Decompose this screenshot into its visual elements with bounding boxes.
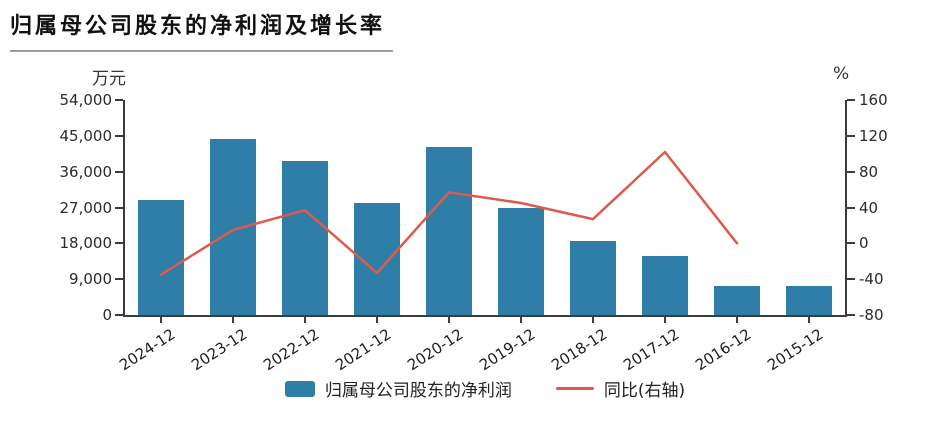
- bar-2021-12: [354, 203, 400, 315]
- x-label-2016-12: 2016-12: [692, 325, 755, 375]
- right-axis-unit-label: %: [833, 64, 850, 84]
- x-tick-mark: [808, 317, 810, 323]
- left-y-axis-line: [123, 100, 125, 317]
- y-tick-mark-left: [115, 134, 123, 137]
- x-tick-mark: [592, 317, 594, 323]
- x-tick-mark: [736, 317, 738, 323]
- y-tick-label-left: 18,000: [59, 234, 113, 253]
- bar-2015-12: [786, 286, 832, 315]
- x-label-2019-12: 2019-12: [476, 325, 539, 375]
- y-tick-mark-right: [847, 278, 855, 281]
- y-tick-label-right: 120: [859, 126, 888, 145]
- bar-2017-12: [642, 256, 688, 315]
- y-tick-label-left: 27,000: [59, 198, 113, 217]
- bar-series-swatch: [284, 380, 315, 397]
- y-tick-label-left: 45,000: [59, 126, 113, 145]
- y-tick-mark-left: [115, 278, 123, 281]
- legend-label-yoy: 同比(右轴): [603, 381, 686, 401]
- y-tick-mark-left: [115, 170, 123, 173]
- x-label-2015-12: 2015-12: [764, 325, 827, 375]
- y-tick-mark-left: [115, 314, 123, 316]
- legend-label-net-profit: 归属母公司股东的净利润: [324, 381, 512, 401]
- x-tick-mark: [232, 317, 234, 323]
- x-tick-mark: [376, 317, 378, 323]
- y-tick-mark-left: [115, 206, 123, 209]
- y-tick-label-left: 36,000: [59, 162, 113, 181]
- y-tick-mark-left: [115, 242, 123, 245]
- right-y-axis-line: [845, 100, 847, 317]
- bar-2016-12: [714, 286, 760, 315]
- x-label-2021-12: 2021-12: [332, 325, 395, 375]
- y-tick-mark-right: [847, 242, 855, 245]
- bar-2020-12: [426, 147, 472, 315]
- plot-area: [125, 100, 845, 315]
- y-tick-label-left: 54,000: [59, 91, 113, 109]
- y-tick-label-right: 160: [859, 91, 888, 109]
- y-tick-label-left: 9,000: [69, 270, 112, 289]
- y-tick-mark-right: [847, 170, 855, 173]
- y-tick-label-right: 80: [859, 162, 879, 181]
- x-axis-line: [123, 315, 847, 317]
- x-label-2017-12: 2017-12: [620, 325, 683, 375]
- y-tick-label-left: 0: [102, 306, 112, 324]
- x-tick-mark: [664, 317, 666, 323]
- y-tick-label-right: -40: [859, 270, 884, 289]
- line-series-swatch: [555, 387, 594, 390]
- legend-item-net-profit[interactable]: 归属母公司股东的净利润: [284, 376, 512, 401]
- legend-item-yoy[interactable]: 同比(右轴): [555, 376, 686, 401]
- bar-2022-12: [282, 161, 328, 315]
- x-tick-mark: [520, 317, 522, 323]
- page-title: 归属母公司股东的净利润及增长率: [10, 4, 394, 52]
- bar-2018-12: [570, 241, 616, 315]
- bar-2024-12: [138, 200, 184, 315]
- y-tick-mark-left: [115, 99, 123, 101]
- x-label-2024-12: 2024-12: [116, 325, 179, 375]
- y-tick-mark-right: [847, 314, 855, 316]
- x-label-2020-12: 2020-12: [404, 325, 467, 375]
- y-tick-mark-right: [847, 134, 855, 137]
- bar-2023-12: [210, 139, 256, 315]
- bar-2019-12: [498, 208, 544, 315]
- x-tick-mark: [448, 317, 450, 323]
- title-block: 归属母公司股东的净利润及增长率: [10, 4, 394, 52]
- x-label-2022-12: 2022-12: [260, 325, 323, 375]
- x-label-2018-12: 2018-12: [548, 325, 611, 375]
- y-tick-label-right: -80: [859, 306, 884, 324]
- x-tick-mark: [304, 317, 306, 323]
- x-tick-mark: [160, 317, 162, 323]
- y-tick-mark-right: [847, 99, 855, 101]
- y-tick-label-right: 0: [859, 234, 869, 253]
- left-axis-unit-label: 万元: [92, 69, 126, 89]
- y-tick-mark-right: [847, 206, 855, 209]
- legend: 归属母公司股东的净利润 同比(右轴): [125, 376, 845, 401]
- y-tick-label-right: 40: [859, 198, 879, 217]
- x-label-2023-12: 2023-12: [188, 325, 251, 375]
